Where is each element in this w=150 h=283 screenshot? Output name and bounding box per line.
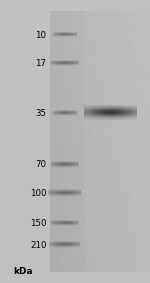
Text: 150: 150 bbox=[30, 218, 46, 228]
Text: 17: 17 bbox=[36, 59, 46, 68]
Text: 100: 100 bbox=[30, 188, 46, 198]
Text: kDa: kDa bbox=[14, 267, 33, 276]
Text: 35: 35 bbox=[36, 109, 46, 118]
Text: 210: 210 bbox=[30, 241, 46, 250]
Text: 10: 10 bbox=[36, 31, 46, 40]
Text: 70: 70 bbox=[36, 160, 46, 170]
